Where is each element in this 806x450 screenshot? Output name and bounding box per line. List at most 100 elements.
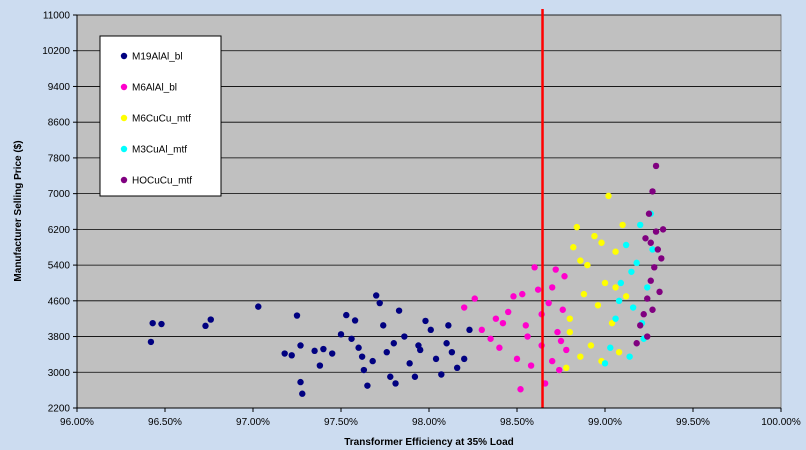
data-point [587,342,595,349]
y-axis-title: Manufacturer Selling Price ($) [13,140,24,281]
data-point [406,360,413,367]
data-point [531,264,538,271]
data-point [524,333,531,340]
data-point [556,366,563,374]
data-point [649,306,656,313]
data-point [471,295,478,302]
data-point [554,328,561,336]
data-point [522,322,529,329]
data-point [566,315,573,322]
data-point [461,355,468,363]
data-point [392,380,399,387]
data-point [288,352,295,359]
data-point [427,326,434,334]
data-point [517,386,524,393]
x-tick-label: 98.50% [500,417,534,428]
data-point [645,210,653,217]
x-tick-label: 99.00% [588,417,622,428]
data-point [415,342,422,349]
x-tick-label: 96.50% [148,417,182,428]
data-point [320,345,327,353]
data-point [390,340,397,347]
y-tick-label: 8600 [48,118,71,129]
data-point [612,284,619,291]
data-point [513,355,521,363]
data-point [633,259,640,267]
data-point [622,241,630,249]
data-point [387,373,394,380]
y-tick-label: 11000 [43,11,71,22]
data-point [401,333,408,340]
legend: M19AlAl_bl M6AlAl_bl M6CuCu_mtf M3CuAl_mtf H… [99,35,222,197]
y-tick-label: 3000 [48,368,71,379]
data-point [373,292,380,299]
data-point [649,246,656,253]
data-point [617,279,625,287]
data-point [628,268,635,275]
data-point [654,246,661,253]
data-point [496,344,503,351]
legend-label: M6CuCu_mtf [132,114,191,125]
data-point [316,362,324,369]
data-point [383,348,390,356]
data-point [297,378,304,386]
axes: 2200 3000 3800 4600 5400 6200 7000 7800 8600 9400… [42,11,801,429]
data-point [577,353,584,360]
legend-label: M6AlAl_bl [132,83,177,94]
data-point [466,326,473,334]
data-point [293,312,301,319]
data-point [311,347,318,355]
data-point [622,293,630,300]
data-point [376,299,383,307]
data-point [561,273,568,280]
data-point [566,328,573,336]
legend-label: HOCuCu_mtf [132,176,192,187]
data-point [598,239,605,246]
data-point [549,357,556,365]
data-point [557,337,565,345]
x-tick-label: 100.00% [761,417,801,428]
y-tick-label: 6200 [48,225,71,236]
data-point [299,390,306,397]
data-point [453,364,461,372]
data-point [619,221,626,229]
data-point [348,335,355,342]
data-point [499,319,507,327]
legend-label: M3CuAl_mtf [132,145,187,156]
data-point [207,316,214,323]
series-HOCuCu_mtf [633,162,667,347]
data-point [615,348,623,356]
data-point [607,344,614,351]
data-point [580,290,588,298]
series-M6CuCu_mtf [563,192,630,372]
data-point [637,221,644,229]
data-point [642,235,649,242]
x-tick-label: 99.50% [676,417,710,428]
data-point [658,255,665,262]
x-tick-label: 97.00% [236,417,270,428]
data-point [549,284,556,291]
data-point [445,322,452,329]
data-point [443,340,450,347]
data-point [337,331,345,338]
data-point [505,308,512,316]
data-point [626,353,633,360]
data-point [448,348,456,356]
data-point [492,315,500,322]
y-tick-label: 2200 [48,404,71,415]
data-point [545,299,552,307]
data-point [369,357,376,365]
y-tick-label: 10200 [42,46,70,57]
y-tick-label: 5400 [48,261,71,272]
data-point [534,286,542,293]
data-point [351,317,359,324]
data-point [649,188,656,195]
data-point [510,293,517,300]
data-point [644,284,651,291]
data-point [149,319,156,327]
data-point [432,355,440,363]
data-point [329,350,336,357]
legend-marker [120,114,128,122]
legend-marker [120,83,128,91]
